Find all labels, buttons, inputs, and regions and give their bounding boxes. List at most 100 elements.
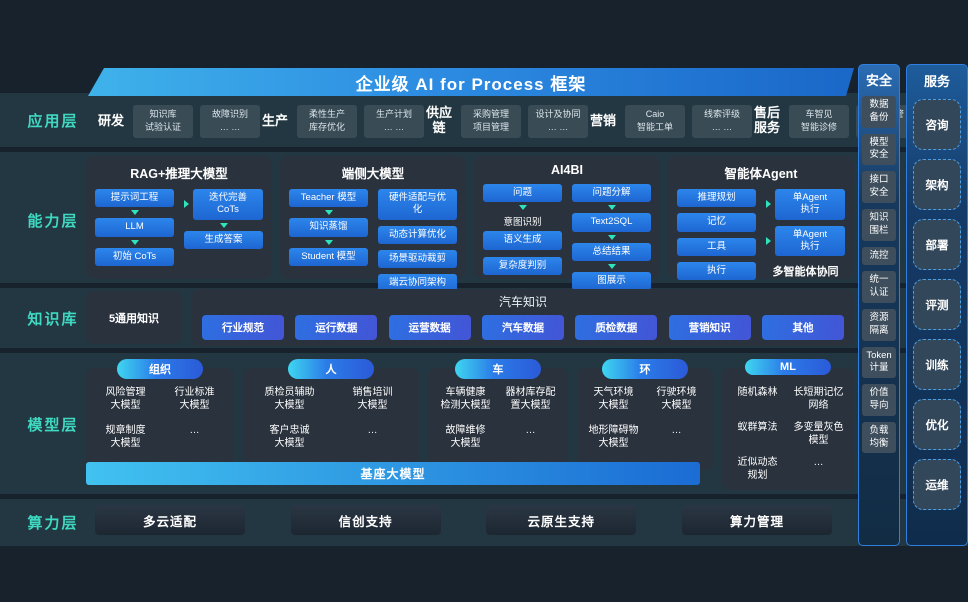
security-item: 流控 xyxy=(862,246,896,266)
agent-executor-pill: 单Agent 执行 xyxy=(775,225,845,257)
step-text: 意图识别 xyxy=(503,217,542,229)
step-pill: 知识蒸馏 xyxy=(289,218,368,237)
service-item: 部署 xyxy=(913,219,961,270)
knowledge-tag: 汽车数据 xyxy=(481,315,564,340)
application-groups: 研发 知识库 试验认证 故障识别 … … 生产 柔性生产 库存优化 生产计划 …… xyxy=(96,98,916,144)
app-group-title: 生产 xyxy=(261,112,288,128)
model-group-pill: ML xyxy=(745,359,831,375)
security-item: 资源 隔离 xyxy=(862,308,896,341)
app-group-title: 供应链 xyxy=(425,105,452,135)
arrow-down-icon xyxy=(130,239,139,245)
layer-label-compute: 算力层 xyxy=(27,515,79,532)
capability-box-title: 智能体Agent xyxy=(724,167,798,181)
step-pill: 场景驱动裁剪 xyxy=(378,250,457,269)
security-item: 负载 均衡 xyxy=(862,421,896,454)
step-pill: 执行 xyxy=(677,262,756,281)
capability-box-title: AI4BI xyxy=(551,163,583,177)
model-item: 多变量灰色 模型 xyxy=(793,422,844,446)
layer-label-knowledge: 知识库 xyxy=(27,311,79,328)
model-item: 行驶环境 大模型 xyxy=(656,387,697,411)
page-title: 企业级 AI for Process 框架 xyxy=(88,68,854,96)
model-item: … xyxy=(189,425,200,436)
step-pill: Student 模型 xyxy=(289,247,368,267)
capability-box-rag: RAG+推理大模型 提示词工程 LLM 初始 CoTs 迭代完善 CoTs 生成… xyxy=(86,156,272,279)
knowledge-tag: 行业规范 xyxy=(202,315,284,340)
model-item: 规章制度 大模型 xyxy=(105,425,146,449)
step-pill: 初始 CoTs xyxy=(95,247,174,267)
knowledge-tag: 营销知识 xyxy=(668,315,751,340)
service-item: 训练 xyxy=(913,339,961,390)
security-panel: 安全 数据 备份 模型 安全 接口 安全 知识 围栏 流控 统一 认证 资源 隔… xyxy=(858,64,900,546)
model-group-pill: 人 xyxy=(288,359,374,379)
app-card: 采购管理 项目管理 xyxy=(461,104,521,138)
model-group-pill: 环 xyxy=(602,359,688,379)
step-pill: 问题分解 xyxy=(572,184,651,203)
model-item: … xyxy=(525,425,536,436)
arrow-down-icon xyxy=(518,205,527,211)
knowledge-tag: 运营数据 xyxy=(388,315,471,340)
step-pill: 推理规划 xyxy=(677,189,756,208)
app-group-title: 售后服务 xyxy=(753,105,780,135)
service-item: 架构 xyxy=(913,159,961,210)
step-pill: 工具 xyxy=(677,237,756,257)
step-pill: 语义生成 xyxy=(483,231,562,250)
security-item: 数据 备份 xyxy=(862,96,896,128)
service-item: 咨询 xyxy=(913,99,961,150)
arrow-down-icon xyxy=(607,205,616,211)
knowledge-tag: 运行数据 xyxy=(295,315,378,340)
arrow-down-icon xyxy=(219,222,228,228)
arrow-down-icon xyxy=(324,210,333,216)
model-groups: 组织 风险管理 大模型 行业标准 大模型 规章制度 大模型 … 人 质检员辅助 … xyxy=(86,359,854,490)
app-card: 柔性生产 库存优化 xyxy=(297,104,357,138)
arrow-down-icon xyxy=(607,234,616,240)
model-item: 近似动态 规划 xyxy=(737,457,778,481)
compute-item: 算力管理 xyxy=(681,505,832,535)
app-card: 车智见 智能诊修 xyxy=(789,104,849,138)
model-item: 器材库存配 置大模型 xyxy=(505,387,556,411)
capability-box-title: RAG+推理大模型 xyxy=(130,167,228,181)
step-pill: 提示词工程 xyxy=(95,189,174,208)
service-item: 评测 xyxy=(913,279,961,330)
knowledge-tag: 质检数据 xyxy=(575,315,658,340)
model-group-vehicle: 车 车辆健康 检测大模型 器材库存配 置大模型 故障维修 大模型 … xyxy=(428,359,568,470)
app-card: 故障识别 … … xyxy=(200,104,260,138)
model-group-pill: 车 xyxy=(455,359,541,379)
model-item: 故障维修 大模型 xyxy=(445,425,486,449)
knowledge-tag: 其他 xyxy=(761,315,844,340)
general-knowledge-box: 5通用知识 xyxy=(86,291,182,344)
model-item: … xyxy=(813,457,824,468)
step-pill: 记忆 xyxy=(677,213,756,232)
base-model-banner: 基座大模型 xyxy=(86,462,700,485)
app-card: 设计及协同 … … xyxy=(528,104,588,138)
model-item: … xyxy=(367,425,378,436)
step-pill: 迭代完善 CoTs xyxy=(193,189,263,220)
model-group-pill: 组织 xyxy=(117,359,203,379)
security-item: 知识 围栏 xyxy=(862,208,896,241)
arrow-right-icon xyxy=(766,200,771,209)
model-group-environment: 环 天气环境 大模型 行驶环境 大模型 地形障碍物 大模型 … xyxy=(577,359,713,470)
security-item: 统一 认证 xyxy=(862,271,896,303)
service-panel-header: 服务 xyxy=(923,74,950,89)
security-item: Token 计量 xyxy=(862,346,896,379)
arrow-down-icon xyxy=(324,239,333,245)
model-group-ml: ML 随机森林 长短期记忆 网络 蚁群算法 多变量灰色 模型 近似动态 规划 … xyxy=(722,359,854,490)
layer-label-application: 应用层 xyxy=(27,113,79,130)
compute-items: 多云适配 信创支持 云原生支持 算力管理 xyxy=(95,505,832,535)
app-group-marketing: 营销 Caio 智能工单 线索评级 … … xyxy=(588,104,752,138)
app-group-title: 营销 xyxy=(589,112,616,128)
model-item: 风险管理 大模型 xyxy=(105,387,146,411)
model-item: 地形障碍物 大模型 xyxy=(588,425,639,449)
step-pill: LLM xyxy=(95,218,174,237)
capability-box-ai4bi: AI4BI 问题 意图识别 语义生成 复杂度判别 问题分解 Text2SQL 总… xyxy=(474,156,660,291)
arrow-right-icon xyxy=(184,200,189,209)
model-item: 销售培训 大模型 xyxy=(352,387,393,411)
app-group-supply-chain: 供应链 采购管理 项目管理 设计及协同 … … xyxy=(424,104,588,138)
app-group-title: 研发 xyxy=(97,112,124,128)
step-pill: 问题 xyxy=(483,184,562,203)
service-panel: 服务 咨询 架构 部署 评测 训练 优化 运维 xyxy=(906,64,968,546)
automotive-knowledge-box: 汽车知识 行业规范 运行数据 运营数据 汽车数据 质检数据 营销知识 其他 xyxy=(192,289,854,346)
model-item: 蚁群算法 xyxy=(737,422,778,433)
automotive-knowledge-title: 汽车知识 xyxy=(498,295,547,309)
step-pill: 总结结果 xyxy=(572,242,651,262)
model-item: 天气环境 大模型 xyxy=(593,387,634,411)
